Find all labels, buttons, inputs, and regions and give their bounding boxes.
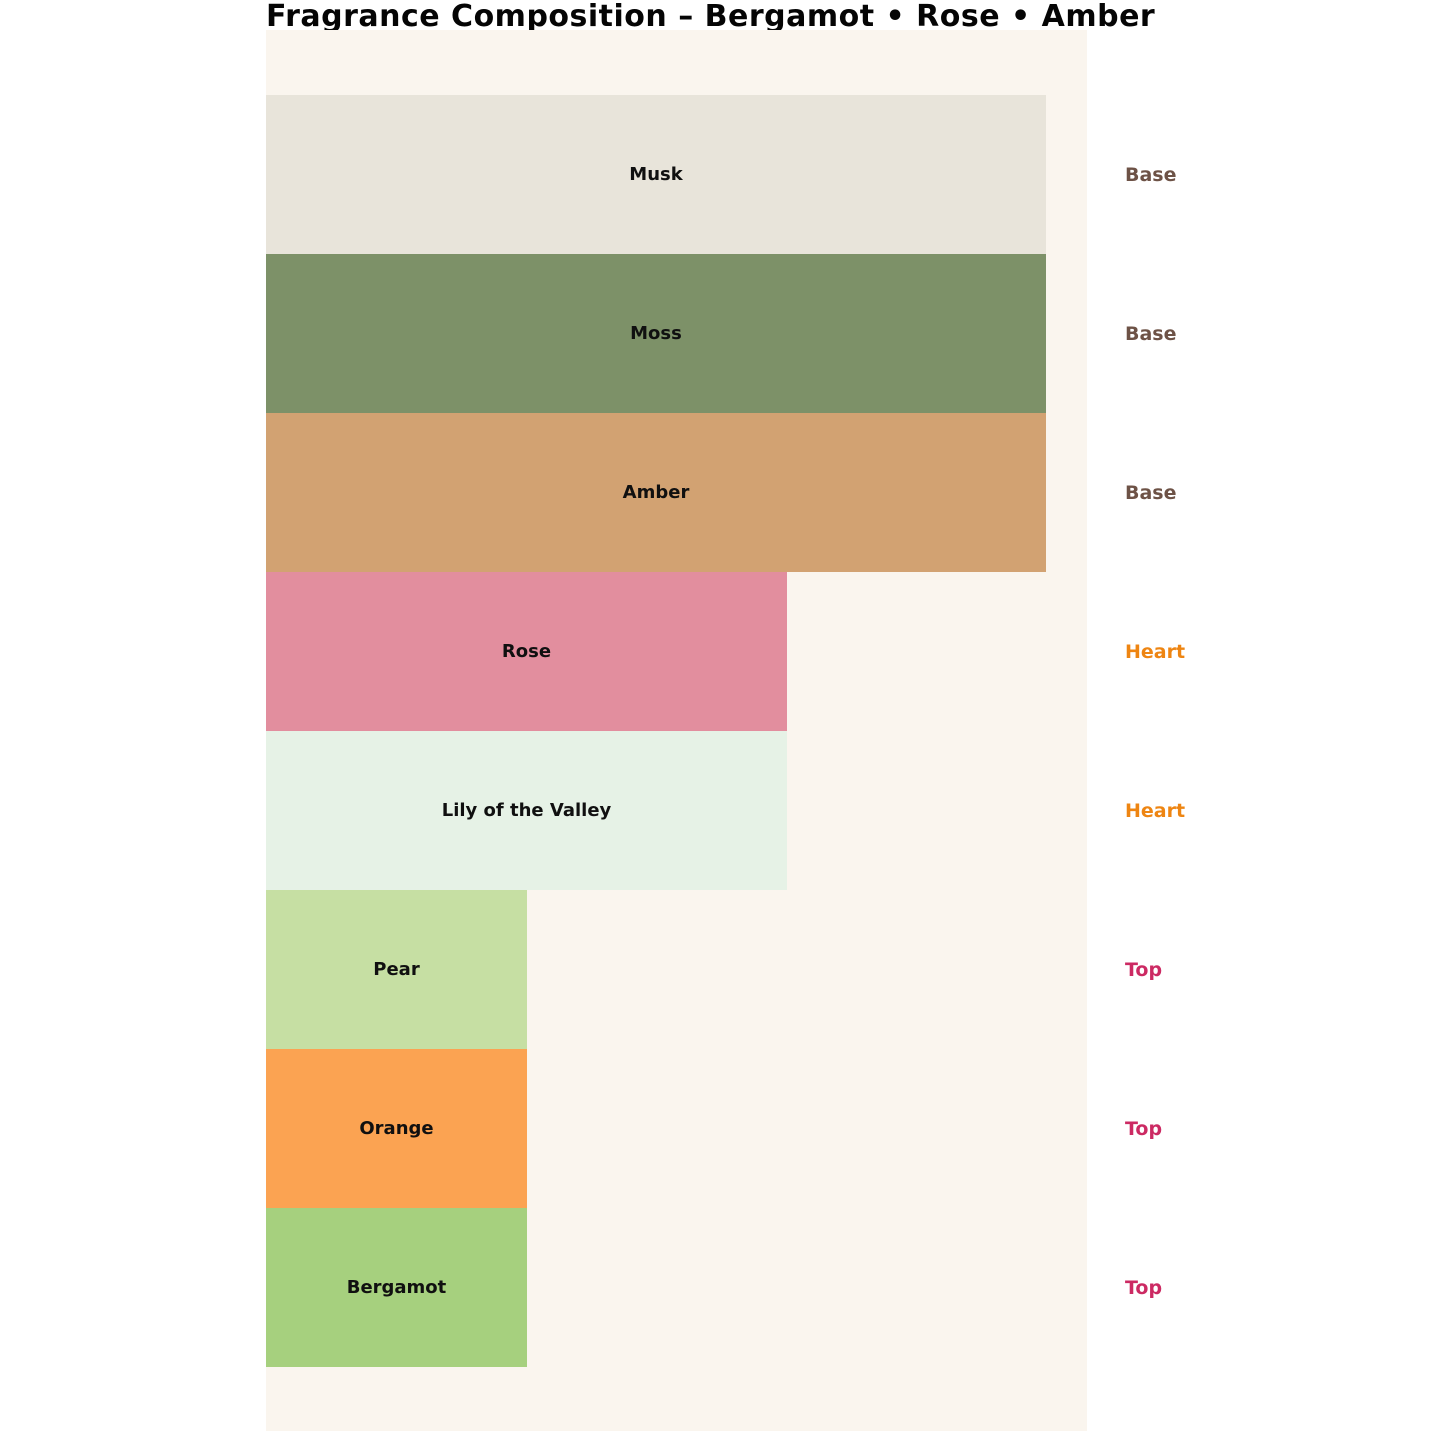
- bar-amber: Amber: [266, 413, 1046, 572]
- note-type-label-base-0: Base: [1125, 163, 1177, 186]
- note-type-label-base-1: Base: [1125, 322, 1177, 345]
- note-type-label-top-6: Top: [1125, 1117, 1163, 1140]
- bar-label: Lily of the Valley: [441, 800, 612, 821]
- note-type-label-heart-3: Heart: [1125, 640, 1186, 663]
- bar-rose: Rose: [266, 572, 787, 731]
- chart-title: Fragrance Composition – Bergamot • Rose …: [266, 0, 1156, 34]
- note-type-label-base-2: Base: [1125, 481, 1177, 504]
- bar-label: Rose: [501, 641, 552, 662]
- bar-label: Moss: [630, 323, 682, 344]
- bar-pear: Pear: [266, 890, 527, 1049]
- note-type-label-top-5: Top: [1125, 958, 1163, 981]
- bar-label: Pear: [373, 959, 420, 980]
- plot-area: Musk Moss Amber Rose Lily of the Valley Pear O…: [266, 30, 1087, 1431]
- bar-orange: Orange: [266, 1049, 527, 1208]
- bar-label: Musk: [629, 164, 683, 185]
- note-type-label-top-7: Top: [1125, 1276, 1163, 1299]
- bar-musk: Musk: [266, 95, 1046, 254]
- bar-bergamot: Bergamot: [266, 1208, 527, 1367]
- note-type-label-heart-4: Heart: [1125, 799, 1186, 822]
- bar-lily-of-the-valley: Lily of the Valley: [266, 731, 787, 890]
- bar-moss: Moss: [266, 254, 1046, 413]
- bar-label: Amber: [622, 482, 690, 503]
- bar-label: Bergamot: [346, 1277, 447, 1298]
- bar-label: Orange: [359, 1118, 434, 1139]
